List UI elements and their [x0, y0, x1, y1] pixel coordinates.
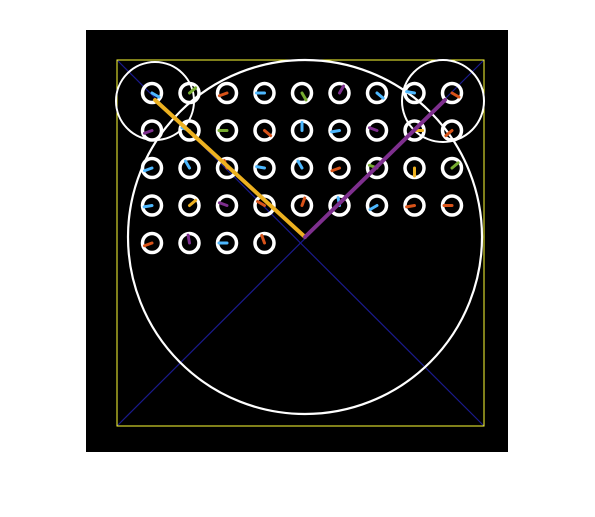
- ring-needle: [450, 161, 460, 170]
- ring-marker: [140, 81, 164, 105]
- ring-needle: [217, 201, 229, 207]
- ring-needle: [184, 159, 191, 170]
- ring-marker: [215, 156, 239, 180]
- ring-marker: [440, 119, 464, 142]
- ring-marker: [403, 81, 426, 105]
- ring-marker: [215, 194, 239, 217]
- ring-marker: [290, 194, 314, 217]
- ring-marker: [140, 194, 164, 217]
- ring-needle: [405, 204, 416, 209]
- ring-marker: [140, 156, 164, 180]
- ring-needle: [150, 91, 161, 99]
- ring-marker: [253, 156, 276, 180]
- ring-needle: [217, 91, 229, 98]
- ring-needle: [260, 233, 266, 245]
- ring-needle: [142, 241, 154, 248]
- ring-marker: [328, 156, 351, 180]
- ring-needle: [338, 84, 345, 95]
- ring-marker: [253, 194, 276, 217]
- ring-needle: [296, 159, 304, 170]
- ring-needle: [405, 90, 416, 95]
- ring-needle: [186, 233, 191, 245]
- ring-needle: [450, 91, 461, 99]
- ring-marker: [365, 81, 389, 105]
- ring-needle: [142, 129, 154, 135]
- orange-pointer: [153, 98, 307, 239]
- ring-marker: [440, 81, 464, 105]
- ring-marker: [328, 119, 351, 142]
- ring-marker: [440, 156, 464, 180]
- ring-needle: [255, 165, 266, 170]
- ring-marker: [140, 231, 164, 255]
- ring-marker: [178, 194, 201, 217]
- ring-marker: [365, 119, 389, 142]
- ring-marker: [328, 81, 351, 105]
- ring-marker: [253, 119, 276, 142]
- ring-marker: [178, 231, 201, 255]
- ring-needle: [142, 204, 154, 209]
- ring-grid: [140, 81, 464, 255]
- ring-needle: [188, 86, 198, 95]
- ring-needle: [367, 126, 379, 132]
- ring-marker: [215, 81, 239, 105]
- corner-circle-top-right: [401, 59, 485, 143]
- ring-needle: [300, 91, 308, 102]
- ring-needle: [256, 200, 266, 207]
- ring-marker: [365, 156, 389, 180]
- ring-marker: [403, 194, 426, 217]
- ring-needle: [263, 129, 273, 138]
- ring-needle: [300, 196, 307, 207]
- ring-marker: [290, 156, 314, 180]
- ring-marker: [328, 194, 351, 217]
- ring-marker: [178, 119, 201, 142]
- ring-needle: [375, 91, 385, 100]
- ring-marker: [290, 81, 314, 105]
- ring-needle: [188, 198, 198, 207]
- ring-marker: [253, 231, 276, 255]
- ring-needle: [330, 129, 341, 134]
- ring-marker: [365, 194, 389, 217]
- ring-marker: [178, 81, 201, 105]
- black-panel: [86, 30, 508, 452]
- ring-needle: [368, 204, 379, 211]
- large-circle: [126, 58, 484, 416]
- ring-marker: [178, 156, 201, 180]
- ring-marker: [140, 119, 164, 142]
- ring-needle: [444, 129, 454, 138]
- ring-needle: [330, 166, 341, 173]
- ring-needle: [142, 166, 154, 173]
- purple-pointer: [303, 98, 447, 239]
